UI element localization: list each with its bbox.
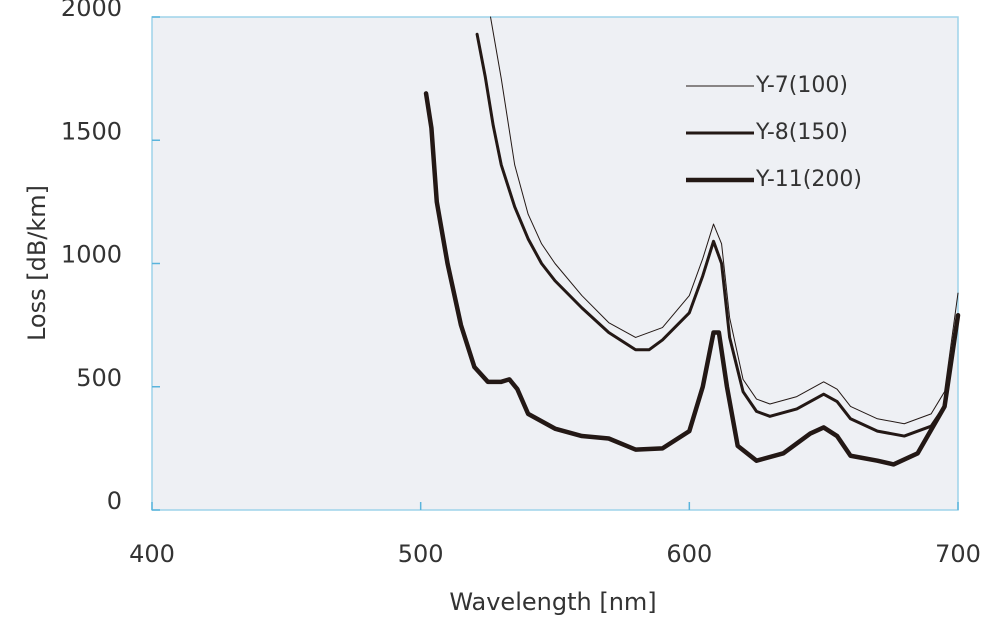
y-tick-label: 1000 — [61, 241, 122, 269]
line — [490, 16, 959, 425]
line — [423, 91, 961, 467]
y-tick-label: 0 — [107, 487, 122, 515]
x-tick-label: 600 — [666, 540, 712, 568]
y-tick-label: 2000 — [61, 0, 122, 22]
x-tick-label: 400 — [129, 540, 175, 568]
x-axis-label: Wavelength [nm] — [449, 588, 656, 616]
x-tick-label: 500 — [398, 540, 444, 568]
legend-label: Y-8(150) — [755, 120, 848, 145]
y-axis-label: Loss [dB/km] — [23, 185, 51, 341]
y-tick-label: 500 — [76, 364, 122, 392]
line — [475, 32, 960, 438]
y-tick-label: 1500 — [61, 117, 122, 145]
legend-label: Y-11(200) — [755, 167, 862, 192]
x-tick-label: 700 — [935, 540, 981, 568]
legend-label: Y-7(100) — [755, 73, 848, 98]
